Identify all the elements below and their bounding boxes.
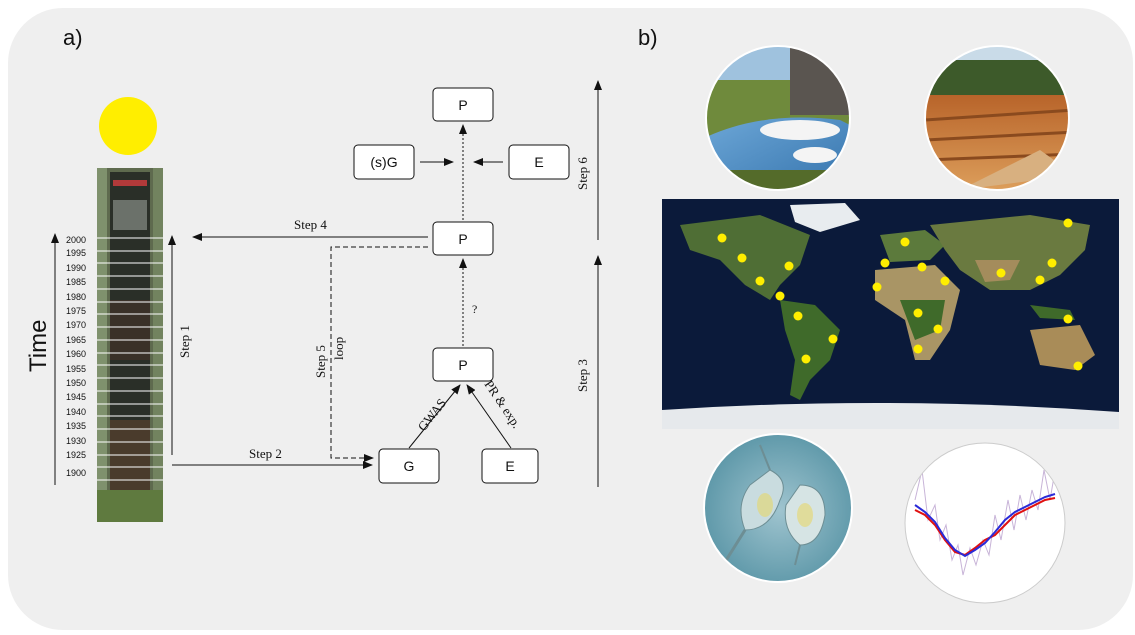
map-dot xyxy=(917,262,927,272)
loop-label: loop xyxy=(331,337,346,360)
map-dot xyxy=(1063,218,1073,228)
map-dot xyxy=(996,268,1006,278)
box-p-low: P xyxy=(432,347,494,382)
step5-loop-arrow xyxy=(330,246,428,462)
year-label: 1975 xyxy=(66,306,86,316)
box-sg: (s)G xyxy=(353,144,415,180)
map-dot xyxy=(940,276,950,286)
map-dot xyxy=(913,344,923,354)
pr-exp-arrow xyxy=(466,384,512,449)
box-p-top-label: P xyxy=(458,97,467,113)
map-dot xyxy=(784,261,794,271)
box-e-top-label: E xyxy=(534,154,543,170)
map-dot xyxy=(1063,314,1073,324)
river-pollution-photo xyxy=(706,46,850,190)
daphnia-photo xyxy=(704,434,852,582)
box-p-low-label: P xyxy=(458,357,467,373)
year-label: 1965 xyxy=(66,335,86,345)
map-dot xyxy=(793,311,803,321)
mining-photo-frame xyxy=(924,45,1070,191)
box-g: G xyxy=(378,448,440,484)
year-label: 1945 xyxy=(66,392,86,402)
step2-label: Step 2 xyxy=(249,446,282,461)
pr-exp-label: PR & exp. xyxy=(482,377,525,431)
year-label: 1935 xyxy=(66,421,86,431)
year-label: 1940 xyxy=(66,407,86,417)
gwas-label: GWAS xyxy=(415,396,450,434)
year-label: 1925 xyxy=(66,450,86,460)
year-label: 1995 xyxy=(66,248,86,258)
map-dot xyxy=(913,308,923,318)
map-dot xyxy=(801,354,811,364)
map-dot xyxy=(828,334,838,344)
panel-b-label: b) xyxy=(638,25,658,50)
step4-label: Step 4 xyxy=(294,217,327,232)
map-sampling-sites xyxy=(717,218,1083,371)
box-e-bottom-label: E xyxy=(505,458,514,474)
year-label: 1960 xyxy=(66,349,86,359)
year-label: 2000 xyxy=(66,235,86,245)
step3-label: Step 3 xyxy=(575,359,590,392)
map-dot xyxy=(933,324,943,334)
year-tick-labels: 2000 1995 1990 1985 1980 1975 1970 1965 … xyxy=(66,235,86,478)
step6-label: Step 6 xyxy=(575,157,590,190)
map-dot xyxy=(872,282,882,292)
world-map xyxy=(662,199,1119,429)
sun-icon xyxy=(99,97,157,155)
box-p-mid: P xyxy=(432,221,494,256)
year-label: 1985 xyxy=(66,277,86,287)
box-e-top: E xyxy=(508,144,570,180)
box-p-mid-label: P xyxy=(458,231,467,247)
year-label: 1990 xyxy=(66,263,86,273)
step1-label: Step 1 xyxy=(177,325,192,358)
step5-label: Step 5 xyxy=(313,345,328,378)
core-year-lines xyxy=(97,237,163,481)
map-dot xyxy=(737,253,747,263)
question-mark-label: ? xyxy=(472,302,477,316)
box-p-top: P xyxy=(432,87,494,122)
box-e-bottom: E xyxy=(481,448,539,484)
year-label: 1955 xyxy=(66,364,86,374)
time-axis-label: Time xyxy=(25,320,52,372)
year-label: 1980 xyxy=(66,292,86,302)
year-label: 1950 xyxy=(66,378,86,388)
map-dot xyxy=(1073,361,1083,371)
year-label: 1970 xyxy=(66,320,86,330)
sediment-core-image xyxy=(97,168,163,522)
panel-a-label: a) xyxy=(63,25,83,50)
time-series-plot-image xyxy=(905,443,1065,603)
year-label: 1930 xyxy=(66,436,86,446)
time-series-photo-frame xyxy=(904,442,1066,604)
map-dot xyxy=(880,258,890,268)
daphnia-photo-frame xyxy=(703,433,853,583)
box-sg-label: (s)G xyxy=(370,154,397,170)
map-dot xyxy=(1035,275,1045,285)
year-label: 1900 xyxy=(66,468,86,478)
box-g-label: G xyxy=(404,458,415,474)
map-dot xyxy=(775,291,785,301)
map-dot xyxy=(900,237,910,247)
gwas-arrow xyxy=(408,384,461,449)
river-photo-frame xyxy=(705,45,851,191)
map-dot xyxy=(755,276,765,286)
mining-landscape-photo xyxy=(925,46,1069,190)
map-dot xyxy=(1047,258,1057,268)
map-dot xyxy=(717,233,727,243)
